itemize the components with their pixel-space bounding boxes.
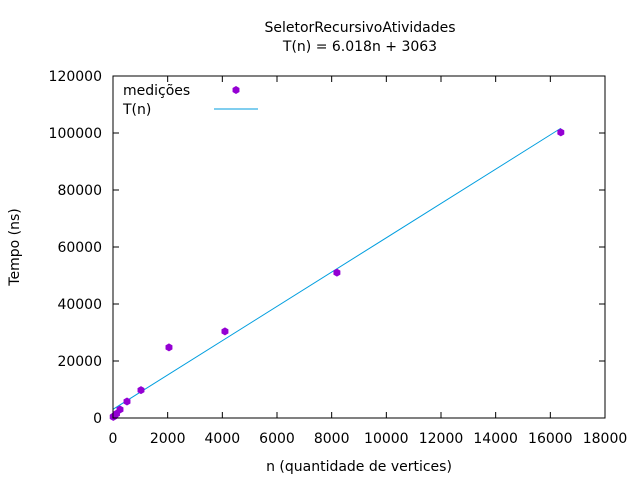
- chart-subtitle: T(n) = 6.018n + 3063: [282, 39, 437, 55]
- y-tick-label: 0: [93, 411, 102, 427]
- measurement-point: [165, 343, 173, 352]
- legend: medições T(n): [122, 83, 258, 118]
- x-tick-label: 2000: [150, 431, 186, 447]
- x-tick-label: 0: [109, 431, 118, 447]
- measurement-point: [557, 128, 565, 137]
- x-tick-label: 16000: [528, 431, 573, 447]
- x-tick-label: 10000: [364, 431, 409, 447]
- x-tick-labels: 0 2000 4000 6000 8000 10000 12000 14000 16000 180…: [109, 431, 628, 447]
- y-tick-label: 100000: [49, 126, 102, 142]
- y-tick-label: 120000: [49, 69, 102, 85]
- x-tick-label: 12000: [419, 431, 464, 447]
- legend-label-fit: T(n): [122, 102, 151, 118]
- y-axis-label: Tempo (ns): [7, 208, 23, 286]
- y-tick-label: 20000: [57, 354, 102, 370]
- plot-frame: [112, 75, 606, 419]
- measurement-point: [221, 327, 229, 336]
- tick-marks: [113, 76, 605, 418]
- x-axis-label: n (quantidade de vertices): [266, 459, 452, 475]
- measurement-point: [123, 397, 131, 406]
- y-tick-label: 40000: [57, 297, 102, 313]
- y-tick-label: 60000: [57, 240, 102, 256]
- legend-marker-measurements: [232, 86, 240, 94]
- x-tick-label: 4000: [205, 431, 241, 447]
- x-tick-label: 6000: [259, 431, 295, 447]
- x-tick-label: 18000: [583, 431, 628, 447]
- measurement-point: [116, 405, 124, 414]
- x-tick-label: 8000: [314, 431, 350, 447]
- x-tick-label: 14000: [473, 431, 518, 447]
- chart-title: SeletorRecursivoAtividades: [264, 20, 455, 36]
- legend-label-measurements: medições: [123, 83, 190, 99]
- y-tick-labels: 0 20000 40000 60000 80000 100000 120000: [49, 69, 102, 427]
- measurement-point: [137, 386, 145, 395]
- y-tick-label: 80000: [57, 183, 102, 199]
- measurement-point: [333, 268, 341, 277]
